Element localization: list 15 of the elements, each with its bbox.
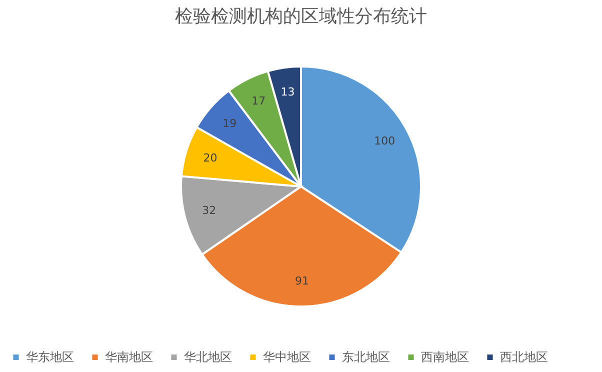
data-label: 17 xyxy=(252,94,266,108)
data-label: 13 xyxy=(280,85,295,98)
chart-title: 检验检测机构的区域性分布统计 xyxy=(175,6,427,27)
data-label: 100 xyxy=(374,134,396,148)
legend-label: 华东地区 xyxy=(26,350,74,364)
data-label: 19 xyxy=(222,116,237,130)
legend-label: 西北地区 xyxy=(500,350,548,364)
legend-label: 东北地区 xyxy=(342,350,390,364)
legend-label: 华中地区 xyxy=(263,350,311,364)
legend-label: 华南地区 xyxy=(105,350,153,364)
data-label: 91 xyxy=(295,274,310,288)
legend-label: 西南地区 xyxy=(421,350,469,364)
data-label: 20 xyxy=(203,151,218,164)
data-label: 32 xyxy=(202,204,216,217)
legend-label: 华北地区 xyxy=(184,350,232,364)
